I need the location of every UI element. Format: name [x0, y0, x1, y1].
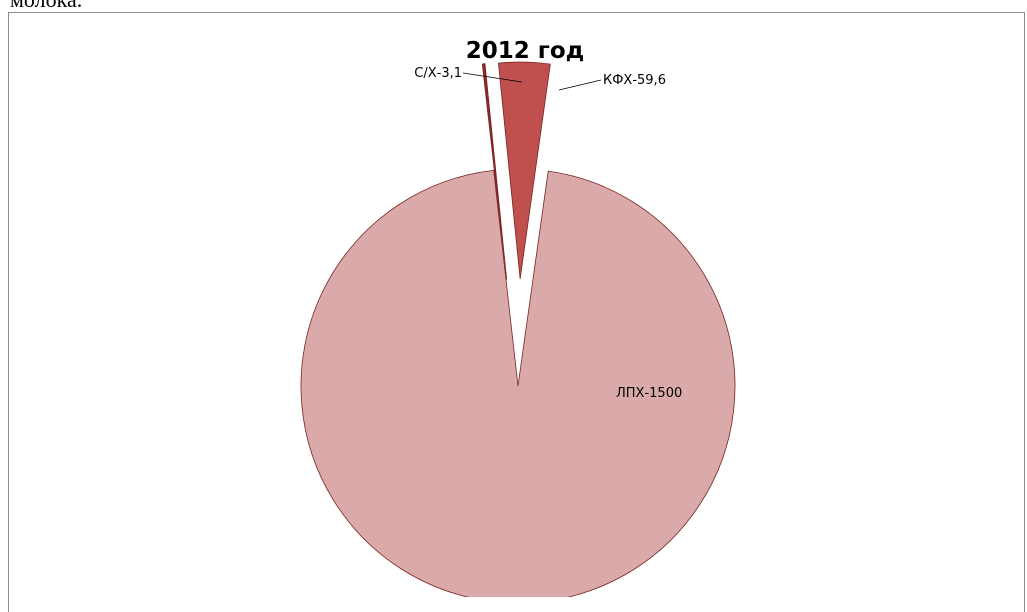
document-text-fragment: молока.: [10, 0, 82, 13]
pie-slice-кфх: [498, 61, 551, 280]
leader-line: [558, 79, 602, 91]
data-label: С/Х-3,1: [414, 66, 462, 81]
data-label: ЛПХ-1500: [616, 386, 682, 401]
pie-chart: 2012 год ЛПХ-1500 С/Х-3,1 КФХ-59,6: [300, 38, 736, 597]
pie-slices: [300, 61, 736, 597]
leader-line: [462, 72, 523, 83]
pie-slice-лпх: [300, 169, 736, 597]
leader-lines: [462, 72, 602, 91]
slice-labels: ЛПХ-1500 С/Х-3,1 КФХ-59,6: [414, 66, 682, 401]
pie-slice-с-х: [481, 63, 508, 280]
data-label: КФХ-59,6: [603, 73, 666, 88]
chart-title: 2012 год: [466, 38, 584, 64]
